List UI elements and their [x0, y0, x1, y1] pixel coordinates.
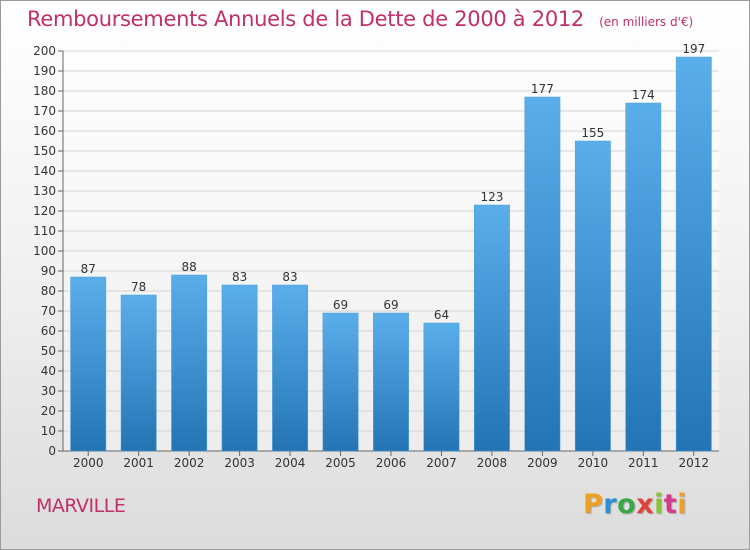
bar-value-label: 155 — [581, 126, 604, 140]
bar-value-label: 69 — [383, 298, 398, 312]
y-tick-label: 80 — [41, 284, 56, 298]
bar-value-label: 87 — [81, 262, 96, 276]
bar-value-label: 78 — [131, 280, 146, 294]
chart-subtitle: (en milliers d'€) — [599, 15, 694, 29]
y-tick-label: 200 — [33, 44, 56, 58]
city-label: MARVILLE — [36, 495, 126, 517]
y-tick-label: 190 — [33, 64, 56, 78]
y-tick-label: 60 — [41, 324, 56, 338]
chart-title: Remboursements Annuels de la Dette de 20… — [27, 7, 584, 31]
brand-logo: Proxiti — [583, 489, 687, 520]
bar — [272, 284, 308, 452]
bar-value-label: 123 — [480, 190, 503, 204]
y-tick-label: 50 — [41, 344, 56, 358]
bar-value-label: 64 — [434, 308, 449, 322]
y-tick-label: 10 — [41, 424, 56, 438]
y-tick-label: 110 — [33, 224, 56, 238]
x-tick-label: 2005 — [325, 456, 356, 470]
y-tick-label: 140 — [33, 164, 56, 178]
x-tick-label: 2007 — [426, 456, 457, 470]
x-tick-label: 2002 — [174, 456, 205, 470]
bar-value-label: 83 — [282, 270, 297, 284]
bar — [423, 322, 460, 452]
y-tick-label: 70 — [41, 304, 56, 318]
title-row: Remboursements Annuels de la Dette de 20… — [27, 7, 693, 31]
brand-letter: o — [617, 489, 637, 520]
y-tick-label: 40 — [41, 364, 56, 378]
brand-letter: i — [677, 489, 688, 520]
bar — [171, 274, 208, 452]
y-tick-label: 20 — [41, 404, 56, 418]
y-tick-label: 0 — [48, 444, 56, 458]
y-tick-label: 100 — [33, 244, 56, 258]
bar — [70, 276, 107, 452]
x-tick-label: 2004 — [275, 456, 306, 470]
bar-value-label: 177 — [531, 82, 554, 96]
y-tick-label: 170 — [33, 104, 56, 118]
bar-value-label: 69 — [333, 298, 348, 312]
bar — [574, 140, 611, 452]
brand-letter: x — [636, 489, 655, 520]
y-tick-label: 30 — [41, 384, 56, 398]
x-tick-label: 2008 — [477, 456, 508, 470]
bar — [373, 312, 409, 452]
bar-value-label: 83 — [232, 270, 247, 284]
y-tick-label: 120 — [33, 204, 56, 218]
brand-letter: i — [654, 489, 664, 520]
bar — [322, 312, 359, 452]
bar — [675, 56, 712, 452]
y-tick-label: 160 — [33, 124, 56, 138]
x-tick-label: 2006 — [376, 456, 407, 470]
bar — [221, 284, 258, 452]
bar — [625, 102, 662, 452]
x-tick-label: 2009 — [527, 456, 558, 470]
y-tick-label: 130 — [33, 184, 56, 198]
bar-value-label: 88 — [182, 260, 197, 274]
x-tick-label: 2000 — [73, 456, 104, 470]
bar-value-label: 174 — [632, 88, 655, 102]
y-tick-label: 180 — [33, 84, 56, 98]
y-tick-label: 150 — [33, 144, 56, 158]
bar — [120, 294, 157, 452]
bar — [474, 204, 510, 452]
x-tick-label: 2003 — [224, 456, 255, 470]
brand-letter: t — [663, 489, 678, 520]
x-tick-label: 2012 — [678, 456, 709, 470]
y-tick-label: 90 — [41, 264, 56, 278]
bar — [524, 96, 561, 452]
brand-letter: r — [603, 489, 618, 520]
bar-value-label: 197 — [682, 42, 705, 56]
x-tick-label: 2010 — [578, 456, 609, 470]
x-tick-label: 2001 — [123, 456, 154, 470]
x-tick-label: 2011 — [628, 456, 659, 470]
brand-letter: P — [583, 489, 604, 520]
